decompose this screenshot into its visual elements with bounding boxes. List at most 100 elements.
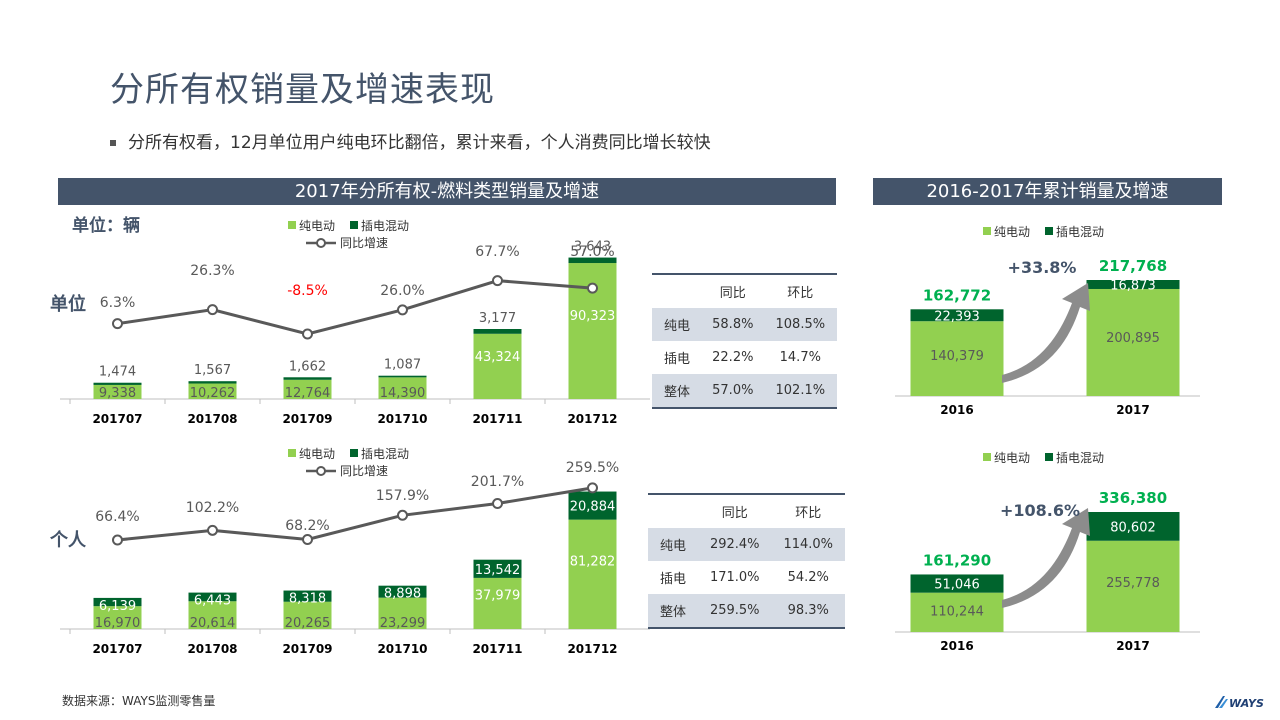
personal-annual-total-label: 161,290 <box>923 551 991 569</box>
personal-annual-label-phev: 80,602 <box>1110 520 1156 535</box>
personal-bar-bev <box>188 601 237 629</box>
unit-bar-phev <box>93 382 142 385</box>
personal-label-phev: 13,542 <box>475 563 521 578</box>
ways-logo: WAYS <box>1214 693 1274 711</box>
personal-bar-phev <box>568 491 617 520</box>
table-header-cell: 环比 <box>795 506 822 521</box>
table-cell: 22.2% <box>712 350 754 365</box>
personal-annual-bar-phev <box>1086 512 1180 541</box>
unit-growth-marker <box>207 304 218 316</box>
subtitle-text: 分所有权看，12月单位用户纯电环比翻倍，累计来看，个人消费同比增长较快 <box>128 133 711 153</box>
table-row: 插电 171.0% 54.2% <box>648 561 845 594</box>
unit-growth-label: 26.3% <box>190 263 234 279</box>
table-cell: 58.8% <box>702 308 764 341</box>
unit-annual-bar-bev <box>1086 288 1180 396</box>
personal-annual-label-bev: 255,778 <box>1106 576 1160 591</box>
unit-label-bev: 10,262 <box>190 386 236 401</box>
table-header-cell <box>648 494 698 528</box>
table-row: 整体 57.0% 102.1% <box>652 374 837 408</box>
personal-annual-legend-swatch-bev <box>983 453 991 461</box>
table-header-cell <box>652 274 702 308</box>
unit-bar-phev <box>378 375 427 378</box>
table-row: 纯电 58.8% 108.5% <box>652 308 837 341</box>
unit-annual-total-label: 217,768 <box>1099 257 1167 275</box>
table-cell: 整体 <box>648 594 698 628</box>
personal-category-label: 201711 <box>472 642 522 656</box>
personal-label-phev: 20,884 <box>570 500 616 515</box>
personal-growth-label: 201.7% <box>471 474 524 490</box>
personal-label-bev: 20,614 <box>190 616 236 631</box>
personal-growth-marker <box>492 497 503 509</box>
unit-bar-phev <box>283 377 332 380</box>
table-header-cell: 同比 <box>719 286 746 301</box>
unit-label-bev: 9,338 <box>99 386 136 401</box>
unit-bar-bev <box>283 379 332 399</box>
unit-annual-legend-swatch-phev <box>1045 227 1053 235</box>
personal-annual-label-phev: 51,046 <box>934 578 980 593</box>
personal-annual-legend-swatch-phev <box>1045 453 1053 461</box>
personal-label-phev: 6,443 <box>194 594 231 609</box>
unit-category-label: 201707 <box>92 412 142 426</box>
unit-bar-phev <box>473 329 522 334</box>
table-row: 插电 22.2% 14.7% <box>652 341 837 374</box>
unit-annual-label-phev: 22,393 <box>934 309 980 324</box>
table-cell: 54.2% <box>787 570 829 585</box>
table-header-cell: 同比 <box>721 506 748 521</box>
unit-growth-marker <box>112 318 123 330</box>
unit-label-phev: 3,177 <box>479 311 516 326</box>
unit-annual-label-phev: 16,873 <box>1110 278 1156 293</box>
data-source: 数据来源：WAYS监测零售量 <box>62 694 216 708</box>
table-cell: 插电 <box>663 352 690 367</box>
table-cell: 292.4% <box>698 528 772 561</box>
personal-growth-table: 同比 环比 纯电 292.4% 114.0% 插电 171.0% 54.2% 整体 259.5% 9… <box>648 493 845 629</box>
unit-bar-phev <box>568 257 617 264</box>
table-cell: 插电 <box>659 572 686 587</box>
unit-label-phev: 1,567 <box>194 363 231 378</box>
personal-annual-growth-rate: +108.6% <box>1000 501 1080 520</box>
unit-bar-bev <box>93 384 142 399</box>
unit-label-bev: 90,323 <box>570 309 616 324</box>
unit-legend-swatch-phev <box>350 221 358 229</box>
personal-annual-bar-bev <box>910 592 1004 632</box>
personal-growth-label: 157.9% <box>376 488 429 504</box>
personal-label-bev: 81,282 <box>570 555 616 570</box>
unit-growth-label: 67.7% <box>475 244 519 260</box>
svg-text:WAYS: WAYS <box>1229 697 1264 710</box>
personal-bar-phev <box>473 559 522 578</box>
unit-legend-bev: 纯电动 <box>299 219 335 233</box>
personal-growth-label: 102.2% <box>186 500 239 516</box>
unit-label-phev: 1,662 <box>289 359 326 374</box>
unit-bar-bev <box>473 333 522 399</box>
page-subtitle: 分所有权看，12月单位用户纯电环比翻倍，累计来看，个人消费同比增长较快 <box>110 128 711 153</box>
table-cell: 14.7% <box>779 350 821 365</box>
personal-category-label: 201707 <box>92 642 142 656</box>
personal-bar-phev <box>378 585 427 598</box>
unit-legend-phev: 插电混动 <box>361 219 409 233</box>
unit-growth-marker <box>492 275 503 287</box>
personal-label-bev: 16,970 <box>95 616 141 631</box>
unit-growth-label: -8.5% <box>287 283 328 299</box>
unit-annual-label-bev: 200,895 <box>1106 331 1160 346</box>
personal-bar-phev <box>93 597 142 607</box>
unit-label-bev: 43,324 <box>475 350 521 365</box>
personal-category-label: 201710 <box>377 642 427 656</box>
personal-growth-label: 259.5% <box>566 460 619 476</box>
table-header-row: 同比 环比 <box>652 274 837 308</box>
unit-growth-label: 26.0% <box>380 283 424 299</box>
personal-label-bev: 37,979 <box>475 588 521 603</box>
unit-growth-table: 同比 环比 纯电 58.8% 108.5% 插电 22.2% 14.7% 整体 57.0% 102.… <box>652 273 837 409</box>
personal-bar-bev <box>378 597 427 629</box>
unit-bar-phev <box>188 381 237 384</box>
personal-annual-bar-phev <box>910 574 1004 593</box>
unit-annual-bar-phev <box>910 309 1004 322</box>
personal-legend-marker <box>316 466 326 476</box>
table-cell: 108.5% <box>763 308 837 341</box>
unit-bar-bev <box>188 383 237 399</box>
right-banner: 2016-2017年累计销量及增速 <box>873 178 1222 205</box>
unit-label-bev: 12,764 <box>285 386 331 401</box>
unit-annual-legend-swatch-bev <box>983 227 991 235</box>
unit-growth-marker <box>302 328 313 340</box>
unit-legend-growth: 同比增速 <box>340 236 388 250</box>
personal-annual-total-label: 336,380 <box>1099 489 1167 507</box>
